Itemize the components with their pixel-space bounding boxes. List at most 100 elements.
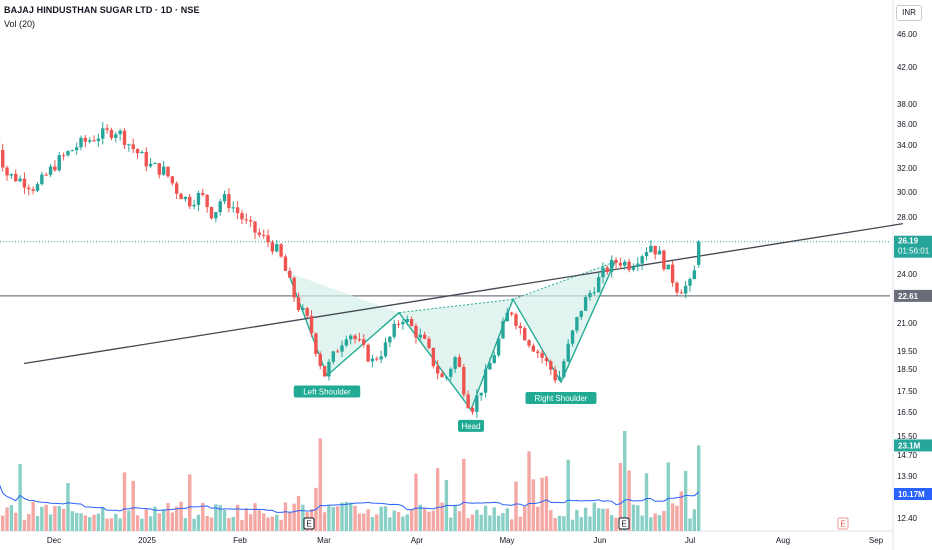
candle [436, 360, 440, 380]
volume-bar [344, 501, 349, 531]
volume-bar [214, 504, 218, 531]
candle-body [18, 178, 22, 182]
candle-body [96, 138, 101, 142]
volume-bar [275, 514, 279, 531]
volume-bar [222, 509, 227, 531]
candle-body [570, 330, 575, 344]
candle [114, 131, 118, 143]
currency-button[interactable]: INR [896, 5, 922, 21]
candle-body [357, 339, 362, 341]
pattern-label-bg [525, 392, 597, 405]
price-axis-tick: 28.00 [897, 213, 918, 222]
volume-bar [48, 514, 53, 531]
volume-bar [383, 506, 388, 531]
candle [627, 258, 631, 273]
volume-bar [257, 510, 262, 531]
candle-body [623, 261, 627, 266]
candle-body [692, 270, 697, 280]
candle [392, 319, 396, 340]
candle [31, 186, 35, 195]
candle-body [666, 264, 670, 270]
candle-body [527, 340, 531, 346]
candle [248, 216, 253, 228]
volume-bar [296, 495, 301, 531]
time-axis-label: Apr [411, 536, 424, 545]
candle [170, 175, 175, 186]
candle-body [275, 244, 279, 252]
volume-bar [70, 511, 74, 531]
candle-body [74, 147, 79, 151]
volume-bar [588, 516, 592, 531]
volume-bar [396, 512, 401, 531]
volume-bar [570, 519, 575, 531]
candle-body [201, 192, 205, 195]
volume-bar [540, 477, 544, 531]
time-axis-label: Jun [594, 536, 607, 545]
candle [340, 340, 344, 357]
trendline[interactable] [23, 223, 904, 365]
candle-body [131, 144, 135, 150]
candle [483, 364, 488, 398]
volume-bar [40, 506, 44, 531]
candle-body [375, 358, 379, 360]
candle [388, 335, 392, 348]
volume-bar [92, 514, 96, 531]
candle-body [388, 336, 392, 343]
price-axis-tick: 36.00 [897, 120, 918, 129]
earnings-event-marker[interactable] [303, 517, 315, 530]
candle [335, 348, 340, 353]
pattern-label-bg [458, 419, 484, 432]
candle-body [688, 279, 692, 286]
volume-indicator-legend[interactable]: Vol (20) [4, 19, 36, 29]
earnings-event-marker[interactable] [837, 517, 849, 530]
candle-body [53, 166, 57, 171]
candle-body [675, 282, 679, 293]
candle-body [0, 149, 5, 168]
candle [92, 135, 96, 142]
candle-body [231, 207, 235, 209]
candle-body [631, 266, 636, 270]
volume-bar [170, 512, 175, 531]
candle-body [27, 187, 31, 190]
volume-bar [553, 518, 557, 531]
candle-body [192, 204, 196, 207]
candle [144, 147, 148, 172]
candle-body [335, 351, 340, 353]
volume-bar [544, 476, 549, 531]
volume-bar [375, 514, 379, 531]
earnings-event-marker[interactable] [618, 517, 630, 530]
candle [562, 358, 566, 379]
volume-bar [209, 517, 214, 531]
candle-body [649, 245, 653, 253]
candle [536, 349, 540, 358]
candle [127, 143, 131, 152]
candle [553, 365, 557, 384]
volume-bar [536, 506, 540, 531]
candle-body [531, 345, 536, 352]
candle [544, 355, 549, 366]
candle-body [396, 323, 401, 325]
candle-body [266, 235, 270, 243]
volume-bar [610, 515, 614, 531]
volume-bar [79, 513, 83, 531]
time-axis-label: May [499, 536, 514, 545]
candle-body [496, 338, 501, 356]
candle-body [92, 140, 96, 142]
candle-body [88, 140, 92, 142]
candle [5, 165, 9, 181]
candle-body [83, 137, 88, 142]
candle-body [579, 310, 583, 318]
candle [631, 263, 636, 272]
candle-body [179, 193, 183, 200]
volume-bar [596, 508, 601, 531]
volume-bar [114, 513, 118, 531]
candle-body [610, 259, 614, 272]
candle [662, 249, 666, 272]
volume-bar [127, 510, 131, 531]
candle [683, 281, 688, 299]
symbol-title[interactable]: BAJAJ HINDUSTHAN SUGAR LTD · 1D · NSE [4, 5, 200, 15]
volume-bar [96, 513, 101, 531]
candle [462, 363, 466, 398]
candle-body [257, 232, 262, 235]
